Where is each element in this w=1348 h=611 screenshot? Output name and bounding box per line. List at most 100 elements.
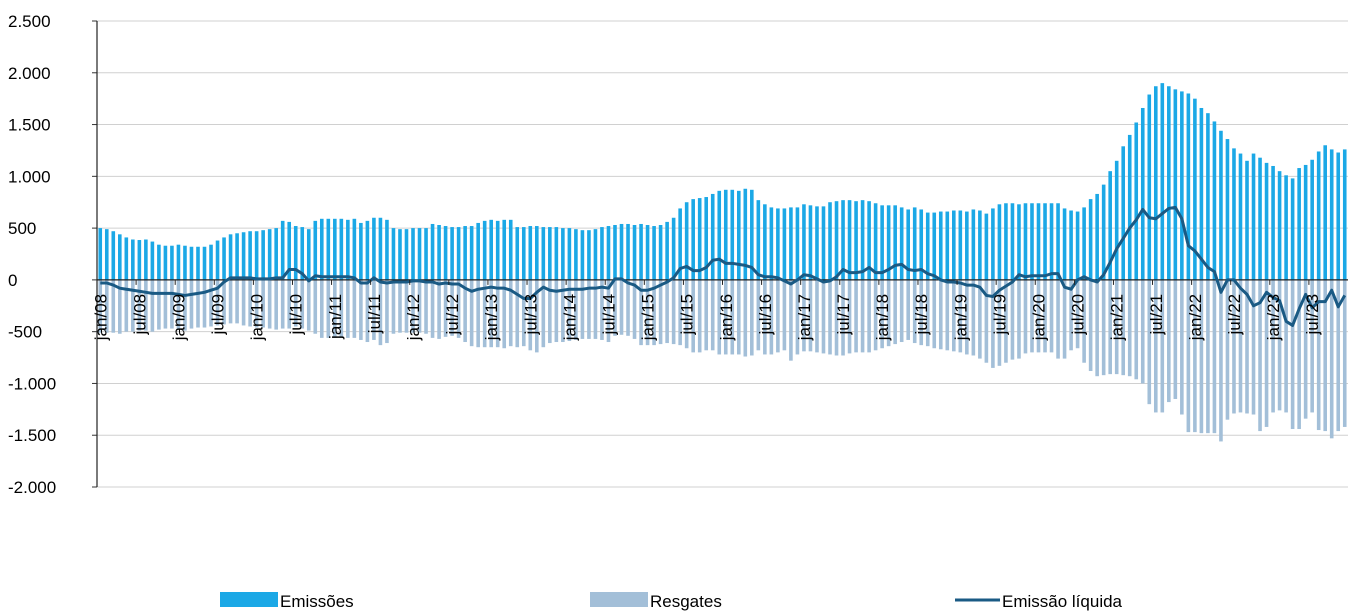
- bar: [163, 279, 168, 329]
- bar: [932, 279, 937, 349]
- bar: [1121, 279, 1126, 376]
- bar: [1336, 152, 1341, 280]
- bar: [333, 279, 337, 338]
- x-tick-label: jan/17: [795, 294, 814, 341]
- bar: [574, 229, 578, 280]
- bar: [450, 227, 454, 280]
- bar: [378, 279, 383, 346]
- bar: [580, 230, 585, 280]
- bar: [860, 200, 865, 280]
- x-tick-label: jan/16: [717, 294, 736, 341]
- bar: [391, 279, 396, 334]
- bar: [1199, 107, 1204, 280]
- bar: [886, 205, 891, 280]
- bar: [860, 279, 865, 353]
- bar: [202, 246, 207, 280]
- bar: [411, 228, 415, 280]
- bar: [1180, 279, 1184, 415]
- bar: [932, 212, 937, 280]
- x-tick-label: jul/23: [1303, 294, 1322, 336]
- bar: [228, 279, 233, 324]
- bar: [248, 231, 252, 280]
- bar: [1140, 279, 1145, 384]
- bar: [482, 220, 487, 280]
- bar: [645, 279, 650, 346]
- bar: [997, 279, 1002, 366]
- bar: [847, 200, 852, 280]
- bar: [254, 279, 259, 328]
- bar: [1049, 203, 1054, 280]
- bar: [834, 201, 839, 280]
- bar: [1310, 279, 1314, 413]
- bar: [743, 279, 748, 357]
- bar: [912, 207, 917, 280]
- bar: [802, 204, 806, 280]
- bar: [1108, 279, 1112, 375]
- legend-label: Resgates: [650, 592, 722, 611]
- bar: [313, 279, 318, 334]
- bar: [287, 221, 292, 280]
- bar: [665, 279, 669, 344]
- bar: [346, 219, 350, 280]
- x-tick-label: jul/11: [365, 294, 384, 334]
- bar: [1075, 211, 1080, 280]
- bar: [1160, 279, 1165, 413]
- bar: [1121, 146, 1126, 280]
- bar: [971, 209, 976, 280]
- bar: [222, 279, 226, 325]
- bar: [808, 279, 813, 352]
- bar: [958, 210, 963, 280]
- bar: [945, 279, 950, 351]
- bar: [1284, 279, 1288, 413]
- bar: [430, 279, 435, 338]
- bar: [215, 240, 220, 280]
- bar: [1310, 159, 1314, 280]
- bar: [300, 227, 305, 280]
- bar: [965, 211, 969, 280]
- bar: [365, 220, 370, 280]
- x-tick-label: jul/15: [678, 294, 697, 336]
- bar: [763, 279, 767, 355]
- bar: [541, 227, 546, 280]
- y-tick-label: 0: [8, 271, 17, 290]
- bar: [463, 279, 467, 343]
- bar: [508, 219, 513, 280]
- y-tick-label: 1.000: [8, 167, 51, 186]
- bar: [339, 279, 344, 338]
- bar: [495, 279, 500, 348]
- bar: [144, 239, 148, 280]
- bar: [710, 279, 715, 351]
- bar: [1101, 279, 1106, 376]
- bar: [437, 225, 441, 280]
- bar: [1043, 203, 1047, 280]
- bar: [359, 279, 363, 340]
- bar: [1043, 279, 1047, 353]
- y-tick-label: -1.000: [8, 374, 56, 393]
- bar: [1108, 171, 1112, 280]
- bar: [613, 279, 617, 336]
- bar: [652, 226, 656, 280]
- bar: [756, 200, 761, 280]
- x-tick-label: jan/14: [560, 294, 579, 341]
- bar: [1206, 113, 1210, 280]
- bar: [730, 279, 735, 355]
- bar: [222, 237, 226, 280]
- x-tick-label: jul/14: [599, 294, 618, 336]
- y-tick-label: -1.500: [8, 426, 56, 445]
- bar: [965, 279, 969, 355]
- bar: [521, 227, 526, 280]
- bar: [1206, 279, 1210, 434]
- bar: [906, 279, 910, 340]
- bar: [847, 279, 852, 354]
- bar: [209, 279, 213, 327]
- bar: [1062, 208, 1067, 280]
- bar: [535, 226, 539, 280]
- bar: [678, 279, 682, 346]
- bar: [372, 217, 376, 280]
- bar: [1245, 160, 1249, 280]
- bar: [867, 201, 871, 280]
- bar: [867, 279, 871, 353]
- bar: [313, 220, 318, 280]
- bar: [736, 190, 741, 280]
